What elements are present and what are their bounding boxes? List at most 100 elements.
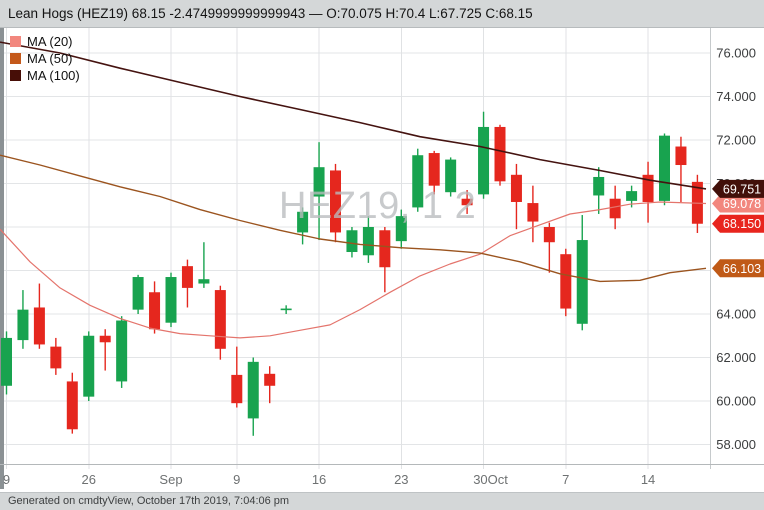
candle-body bbox=[609, 198, 621, 219]
legend-item-ma50[interactable]: MA (50) bbox=[10, 51, 80, 66]
y-tick-label: 64.000 bbox=[716, 307, 756, 322]
candle-body bbox=[379, 230, 391, 268]
candle-body bbox=[247, 361, 259, 419]
candle bbox=[149, 281, 161, 334]
candle bbox=[1, 331, 12, 395]
candle-body bbox=[527, 203, 539, 222]
candle-body bbox=[66, 381, 78, 430]
price-badge-shape bbox=[712, 194, 764, 213]
candle bbox=[181, 259, 193, 308]
y-tick-label: 76.000 bbox=[716, 46, 756, 61]
candle-body bbox=[659, 135, 670, 201]
x-tick-label: 30Oct bbox=[473, 472, 508, 487]
y-tick-label: 60.000 bbox=[716, 394, 756, 409]
candle bbox=[478, 111, 490, 199]
legend-item-ma20[interactable]: MA (20) bbox=[10, 34, 80, 49]
price-badge-value: 69.078 bbox=[723, 197, 761, 211]
candle-body bbox=[50, 346, 62, 369]
candle bbox=[214, 285, 226, 360]
candle-body bbox=[510, 174, 522, 202]
candle bbox=[330, 163, 341, 243]
candle bbox=[297, 207, 309, 245]
candle bbox=[593, 167, 605, 214]
candle-body bbox=[330, 170, 341, 233]
candle-body bbox=[33, 307, 45, 345]
price-badge-value: 66.103 bbox=[723, 262, 761, 276]
candle bbox=[165, 272, 177, 328]
candle-body bbox=[313, 167, 325, 197]
legend-item-ma100[interactable]: MA (100) bbox=[10, 68, 80, 83]
price-badge-value: 68.150 bbox=[723, 217, 761, 231]
candle-body bbox=[642, 174, 654, 202]
candle bbox=[33, 283, 45, 349]
candle bbox=[83, 331, 95, 401]
ma-line-50 bbox=[0, 154, 707, 283]
candle bbox=[510, 163, 522, 230]
x-tick-label: 16 bbox=[312, 472, 326, 487]
x-tick-label: 14 bbox=[641, 472, 655, 487]
candle bbox=[675, 136, 687, 202]
candle bbox=[527, 185, 539, 243]
y-tick-label: 74.000 bbox=[716, 89, 756, 104]
candle bbox=[50, 337, 62, 375]
y-tick-label: 62.000 bbox=[716, 350, 756, 365]
candle-body bbox=[626, 191, 638, 201]
ma20-swatch-icon bbox=[10, 36, 21, 47]
ma-line-20 bbox=[0, 201, 707, 339]
candle-body bbox=[675, 146, 687, 166]
left-edge-stripe bbox=[0, 28, 4, 489]
candle-body bbox=[83, 335, 95, 397]
candle bbox=[445, 157, 457, 197]
legend-label-ma20: MA (20) bbox=[27, 34, 73, 49]
ma-legend: MA (20) MA (50) MA (100) bbox=[10, 34, 80, 85]
candle bbox=[313, 142, 325, 241]
candle bbox=[247, 357, 259, 436]
candle bbox=[461, 190, 473, 214]
candle bbox=[494, 124, 506, 186]
candle bbox=[280, 305, 292, 314]
x-tick-label: 9 bbox=[233, 472, 240, 487]
price-badge: 69.078 bbox=[712, 194, 764, 213]
candle-body bbox=[494, 126, 506, 182]
candle bbox=[132, 274, 144, 314]
candle bbox=[428, 150, 440, 195]
candle-body bbox=[280, 308, 292, 311]
candle-body bbox=[181, 266, 193, 288]
candle-body bbox=[231, 374, 243, 404]
candle bbox=[66, 372, 78, 434]
candle-body bbox=[395, 216, 407, 242]
y-tick-label: 72.000 bbox=[716, 133, 756, 148]
candle-body bbox=[1, 337, 12, 386]
legend-label-ma100: MA (100) bbox=[27, 68, 80, 83]
candle bbox=[17, 290, 29, 349]
price-badge-shape bbox=[712, 214, 764, 233]
ma50-swatch-icon bbox=[10, 53, 21, 64]
candle-body bbox=[428, 153, 440, 186]
price-badge: 66.103 bbox=[712, 259, 764, 278]
legend-label-ma50: MA (50) bbox=[27, 51, 73, 66]
candle-body bbox=[346, 230, 358, 253]
candle bbox=[412, 148, 424, 212]
price-chart-canvas[interactable]: 76.00074.00072.00070.00068.00066.00064.0… bbox=[0, 28, 764, 492]
candle-body bbox=[478, 126, 490, 195]
candle-body bbox=[560, 254, 572, 309]
candle bbox=[264, 366, 276, 404]
price-badge: 69.751 bbox=[712, 179, 764, 198]
candle-body bbox=[116, 320, 128, 382]
chart-title: Lean Hogs (HEZ19) 68.15 -2.4749999999999… bbox=[0, 0, 764, 28]
candle-body bbox=[412, 155, 424, 208]
candle bbox=[116, 316, 128, 388]
candle bbox=[99, 329, 111, 371]
price-badge: 68.150 bbox=[712, 214, 764, 233]
candle-body bbox=[198, 279, 210, 284]
candle bbox=[379, 227, 391, 293]
candle-body bbox=[165, 277, 177, 323]
price-badge-value: 69.751 bbox=[723, 182, 761, 196]
ma-line-100 bbox=[0, 41, 707, 190]
candle bbox=[395, 209, 407, 249]
candle-body bbox=[461, 198, 473, 206]
price-badge-shape bbox=[712, 179, 764, 198]
candle-body bbox=[17, 309, 29, 341]
candle bbox=[543, 222, 555, 273]
